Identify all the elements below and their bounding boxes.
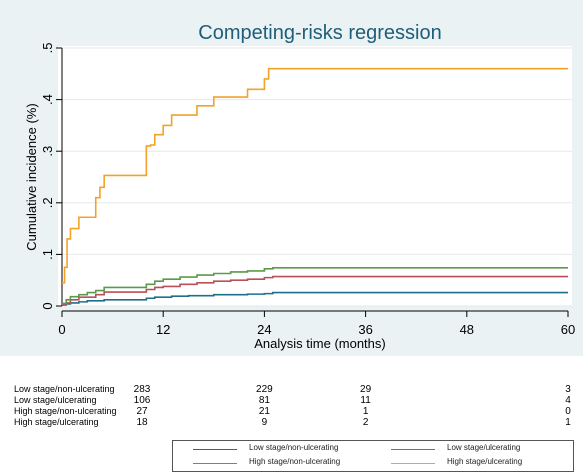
risk-table-cell: 106 — [133, 395, 151, 406]
risk-table-cell: 2 — [362, 417, 369, 428]
legend-label: High stage/non-ulcerating — [249, 457, 341, 466]
x-tick-label: 24 — [257, 322, 271, 337]
chart-title: Competing-risks regression — [198, 22, 441, 44]
risk-table-cell: 81 — [258, 395, 270, 406]
risk-table-row-label: Low stage/non-ulcerating — [14, 384, 115, 394]
risk-table-cell: 4 — [565, 395, 571, 406]
risk-table-cell: 229 — [256, 384, 273, 395]
legend-swatch — [391, 463, 435, 464]
x-tick-label: 60 — [561, 322, 575, 337]
y-tick-label: .5 — [40, 43, 55, 54]
risk-table: Low stage/non-ulcerating 283 229 29 3 Low sta… — [0, 384, 583, 434]
legend-swatch — [193, 449, 237, 450]
risk-table-cell: 1 — [565, 417, 571, 428]
x-tick-label: 12 — [156, 322, 170, 337]
risk-table-cell: 18 — [136, 417, 148, 428]
legend-label: High stage/ulcerating — [447, 457, 523, 466]
y-axis-label: Cumulative incidence (%) — [24, 103, 39, 250]
risk-table-cell: 1 — [362, 406, 369, 417]
risk-table-row-label: Low stage/ulcerating — [14, 395, 97, 405]
x-axis-label: Analysis time (months) — [254, 336, 385, 351]
risk-table-cell: 9 — [261, 417, 268, 428]
series-line-2 — [62, 275, 568, 306]
risk-table-cell: 3 — [565, 384, 571, 395]
series-line-1 — [62, 291, 568, 306]
risk-table-cell: 27 — [136, 406, 148, 417]
risk-table-cell: 21 — [258, 406, 270, 417]
risk-table-row-label: High stage/ulcerating — [14, 417, 99, 427]
risk-table-cell: 29 — [360, 384, 372, 395]
risk-table-cell: 11 — [360, 395, 371, 406]
x-tick-label: 0 — [58, 322, 65, 337]
x-tick-label: 48 — [460, 322, 474, 337]
chart-area: Competing-risks regression 0 .1 .2 .3 .4 .5 0 12… — [24, 22, 575, 351]
series-line-4 — [62, 67, 568, 284]
risk-table-cell: 0 — [565, 406, 571, 417]
y-tick-label: .3 — [40, 146, 55, 157]
y-tick-label: .1 — [40, 249, 55, 260]
y-tick-label: .4 — [40, 94, 55, 105]
legend-label: Low stage/ulcerating — [447, 443, 521, 452]
y-tick-label: 0 — [40, 302, 55, 309]
y-tick-label: .2 — [40, 197, 55, 208]
legend-swatch — [391, 449, 435, 450]
legend: Low stage/non-ulcerating Low stage/ulcera… — [172, 440, 574, 472]
series-line-3 — [62, 267, 568, 305]
x-tick-label: 36 — [358, 322, 372, 337]
risk-table-row-label: High stage/non-ulcerating — [14, 406, 117, 416]
legend-swatch — [193, 463, 237, 464]
risk-table-cell: 283 — [133, 384, 151, 395]
legend-label: Low stage/non-ulcerating — [249, 443, 339, 452]
